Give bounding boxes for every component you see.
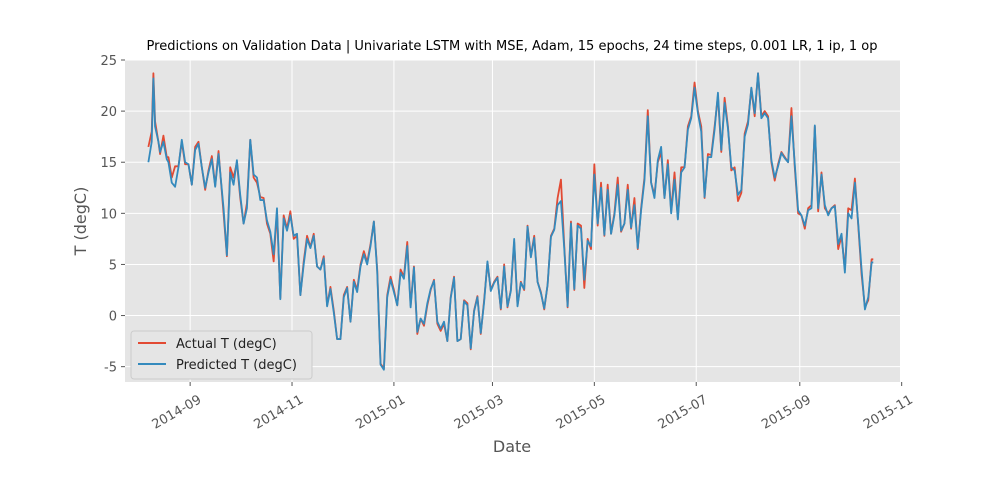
y-axis-label: T (degC) — [71, 187, 90, 257]
legend-box — [130, 330, 313, 380]
y-tick-label: 25 — [100, 54, 117, 69]
y-tick-label: 20 — [100, 105, 117, 120]
y-tick-label: 5 — [109, 258, 117, 273]
series-lines — [147, 72, 874, 371]
y-tick-label: 0 — [109, 310, 117, 325]
x-tick-label: 2015-07 — [656, 392, 711, 432]
plot-area — [125, 60, 900, 382]
x-tick-label: 2015-01 — [353, 392, 408, 432]
x-axis-label: Date — [493, 437, 531, 456]
x-tick-label: 2015-03 — [452, 392, 507, 432]
predicted-series-line — [147, 72, 874, 371]
y-tick-label: 15 — [100, 156, 117, 171]
chart-title: Predictions on Validation Data | Univari… — [147, 39, 878, 54]
x-tick-label: 2015-05 — [554, 392, 609, 432]
legend: Actual T (degC) Predicted T (degC) — [130, 330, 313, 380]
x-tick-label: 2014-09 — [150, 392, 205, 432]
legend-label-predicted: Predicted T (degC) — [176, 358, 297, 373]
y-tick-label: 10 — [100, 207, 117, 222]
x-tick-label: 2014-11 — [251, 392, 306, 432]
y-tick-label: -5 — [104, 361, 117, 376]
x-tick-label: 2015-09 — [759, 392, 814, 432]
x-tick-label: 2015-11 — [861, 392, 916, 432]
x-axis: 2014-09 2014-11 2015-01 2015-03 2015-05 2015-… — [150, 382, 916, 433]
legend-label-actual: Actual T (degC) — [176, 337, 277, 352]
y-axis: -5 0 5 10 15 20 25 — [100, 54, 125, 376]
